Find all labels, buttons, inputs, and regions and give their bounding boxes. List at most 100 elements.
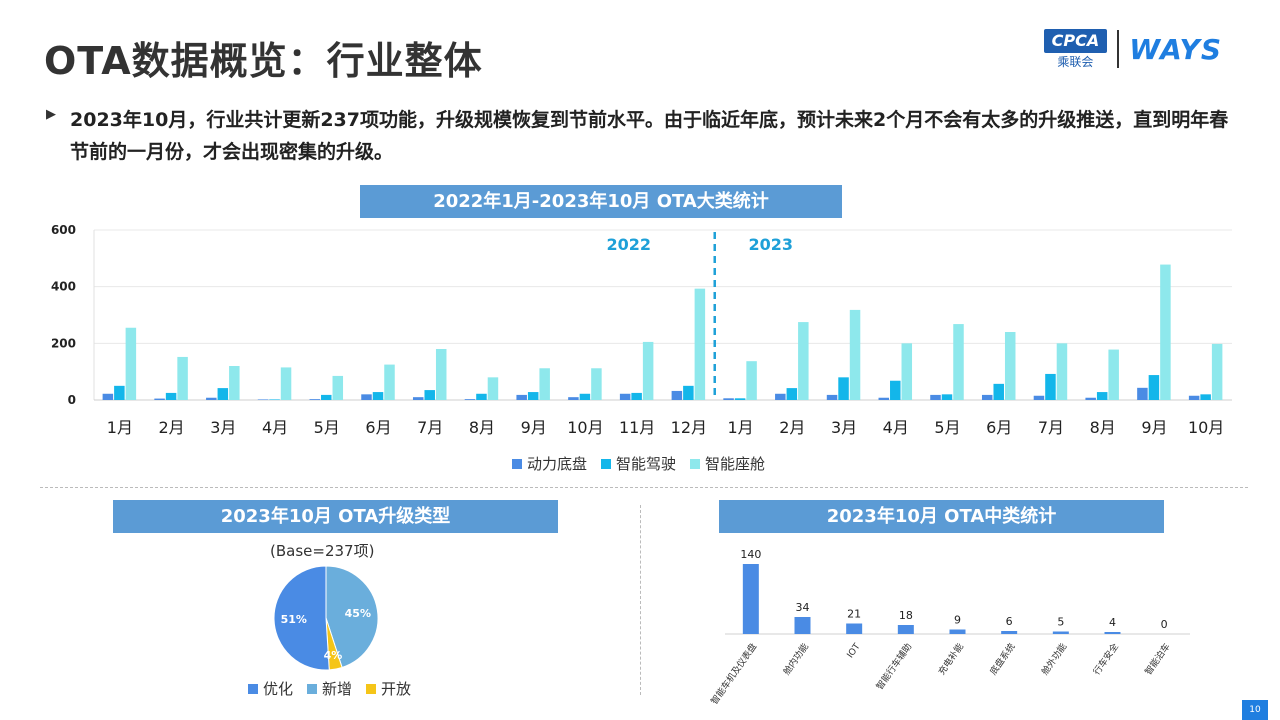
- legend-label: 智能驾驶: [616, 455, 677, 473]
- bar-动力底盘: [619, 393, 631, 400]
- cpca-logo-text: CPCA: [1043, 28, 1108, 53]
- pie-slice-新增: [325, 565, 379, 669]
- value-label: 18: [899, 609, 913, 622]
- value-label: 21: [847, 608, 861, 621]
- bar-智能驾驶: [424, 390, 435, 400]
- bar-智能驾驶: [476, 393, 487, 400]
- bar-动力底盘: [826, 394, 838, 400]
- pie-base-label: (Base=237项): [270, 542, 375, 560]
- cpca-logo-subtext: 乘联会: [1057, 54, 1094, 69]
- bar-动力底盘: [568, 397, 579, 400]
- main-bar-chart: 0 200 400 600 1月 2月 3月 4月 5月 6月 7月 8月 9月 10月 11月 12月 1月 2…: [51, 223, 1232, 437]
- year-label-2022: 2022: [606, 235, 651, 254]
- pie-chart-banner: 2023年10月 OTA升级类型: [113, 500, 558, 533]
- legend-label: 开放: [381, 680, 412, 698]
- bar-动力底盘: [412, 397, 424, 400]
- pie-slice-优化: [273, 565, 330, 671]
- bar-智能座舱: [591, 368, 602, 400]
- x-tick-label: 智能车机及仪表盘: [708, 641, 759, 707]
- year-label-2023: 2023: [748, 235, 793, 254]
- x-tick-label: 10月: [1188, 418, 1224, 437]
- bar-智能驾驶: [683, 385, 694, 400]
- bar-智能行车辅助: [897, 625, 914, 634]
- x-tick-label: 9月: [521, 418, 547, 437]
- bar-智能座舱: [901, 343, 913, 400]
- legend-item: 新增: [307, 678, 352, 699]
- bar-动力底盘: [878, 397, 890, 400]
- x-tick-label: 6月: [365, 418, 391, 437]
- bar-智能驾驶: [527, 392, 539, 400]
- bar-动力底盘: [102, 393, 114, 400]
- mid-bar-chart: 140 智能车机及仪表盘 34 舱内功能 21 IOT 18 智能行车辅助 9 充电补能 6 底盘系统…: [708, 548, 1190, 707]
- x-tick-label: 9月: [1141, 418, 1167, 437]
- x-tick-label: 3月: [210, 418, 236, 437]
- value-label: 6: [1006, 615, 1013, 628]
- value-label: 9: [954, 614, 961, 627]
- bar-智能驾驶: [631, 392, 642, 400]
- summary-bullet: ▶ 2023年10月，行业共计更新237项功能，升级规模恢复到节前水平。由于临近…: [46, 104, 1246, 168]
- legend-swatch: [601, 458, 612, 469]
- legend-item: 开放: [366, 678, 411, 699]
- y-tick-label: 600: [51, 223, 76, 237]
- main-chart-legend: 动力底盘 智能驾驶 智能座舱: [512, 453, 765, 474]
- x-tick-label: 8月: [1090, 418, 1116, 437]
- horizontal-divider: [40, 487, 1248, 488]
- x-tick-label: 11月: [619, 418, 655, 437]
- x-tick-label: 4月: [883, 418, 909, 437]
- bar-智能驾驶: [114, 385, 125, 400]
- bar-智能驾驶: [165, 392, 177, 400]
- bar-智能驾驶: [217, 388, 229, 400]
- x-tick-label: 1月: [727, 418, 753, 437]
- legend-label: 智能座舱: [705, 455, 766, 473]
- legend-swatch: [512, 458, 522, 469]
- y-tick-label: 0: [68, 393, 76, 407]
- bar-动力底盘: [206, 397, 217, 400]
- logo-group: CPCA 乘联会 WAYS: [1043, 28, 1222, 70]
- bar-动力底盘: [464, 399, 476, 400]
- pie-value-label: 45%: [345, 607, 371, 620]
- x-tick-label: 智能行车辅助: [873, 641, 914, 692]
- legend-swatch: [366, 683, 377, 694]
- main-chart-banner: 2022年1月-2023年10月 OTA大类统计: [360, 185, 842, 218]
- bar-行车安全: [1104, 632, 1121, 634]
- bar-智能驾驶: [838, 377, 849, 400]
- bar-智能座舱: [746, 361, 757, 400]
- y-tick-label: 400: [51, 280, 76, 294]
- bar-动力底盘: [516, 394, 527, 400]
- x-tick-label: 4月: [262, 418, 288, 437]
- bar-动力底盘: [1085, 397, 1096, 400]
- x-tick-label: 6月: [986, 418, 1012, 437]
- x-tick-label: 3月: [831, 418, 857, 437]
- bar-智能驾驶: [786, 388, 798, 400]
- bar-智能座舱: [487, 377, 499, 400]
- bullet-arrow-icon: ▶: [46, 107, 56, 122]
- bar-动力底盘: [361, 394, 372, 400]
- bar-IOT: [846, 623, 863, 634]
- bar-智能车机及仪表盘: [742, 564, 759, 634]
- legend-item: 优化: [248, 678, 293, 699]
- x-tick-label: 5月: [934, 418, 960, 437]
- bar-智能座舱: [384, 364, 395, 400]
- y-tick-label: 200: [51, 336, 76, 350]
- pie-value-label: 4%: [324, 649, 343, 662]
- x-tick-label: 行车安全: [1090, 641, 1120, 677]
- bar-动力底盘: [257, 399, 269, 400]
- bar-智能驾驶: [993, 383, 1004, 400]
- page-title: OTA数据概览：行业整体: [44, 39, 483, 83]
- x-tick-label: 2月: [158, 418, 184, 437]
- pie-chart: 51% 45% 4%: [273, 565, 379, 671]
- page-number: 10: [1242, 700, 1268, 720]
- x-tick-label: 8月: [469, 418, 495, 437]
- x-tick-label: 2月: [779, 418, 805, 437]
- x-tick-label: 舱内功能: [780, 641, 810, 677]
- bar-动力底盘: [671, 390, 683, 400]
- bar-智能驾驶: [734, 398, 746, 400]
- pie-chart-legend: 优化 新增 开放: [248, 678, 411, 699]
- x-tick-label: 1月: [107, 418, 133, 437]
- bar-智能座舱: [1108, 349, 1119, 400]
- bar-动力底盘: [723, 398, 734, 400]
- logo-divider: [1117, 30, 1120, 68]
- bar-舱外功能: [1052, 631, 1069, 634]
- bar-智能座舱: [229, 366, 240, 400]
- bar-智能座舱: [177, 356, 188, 400]
